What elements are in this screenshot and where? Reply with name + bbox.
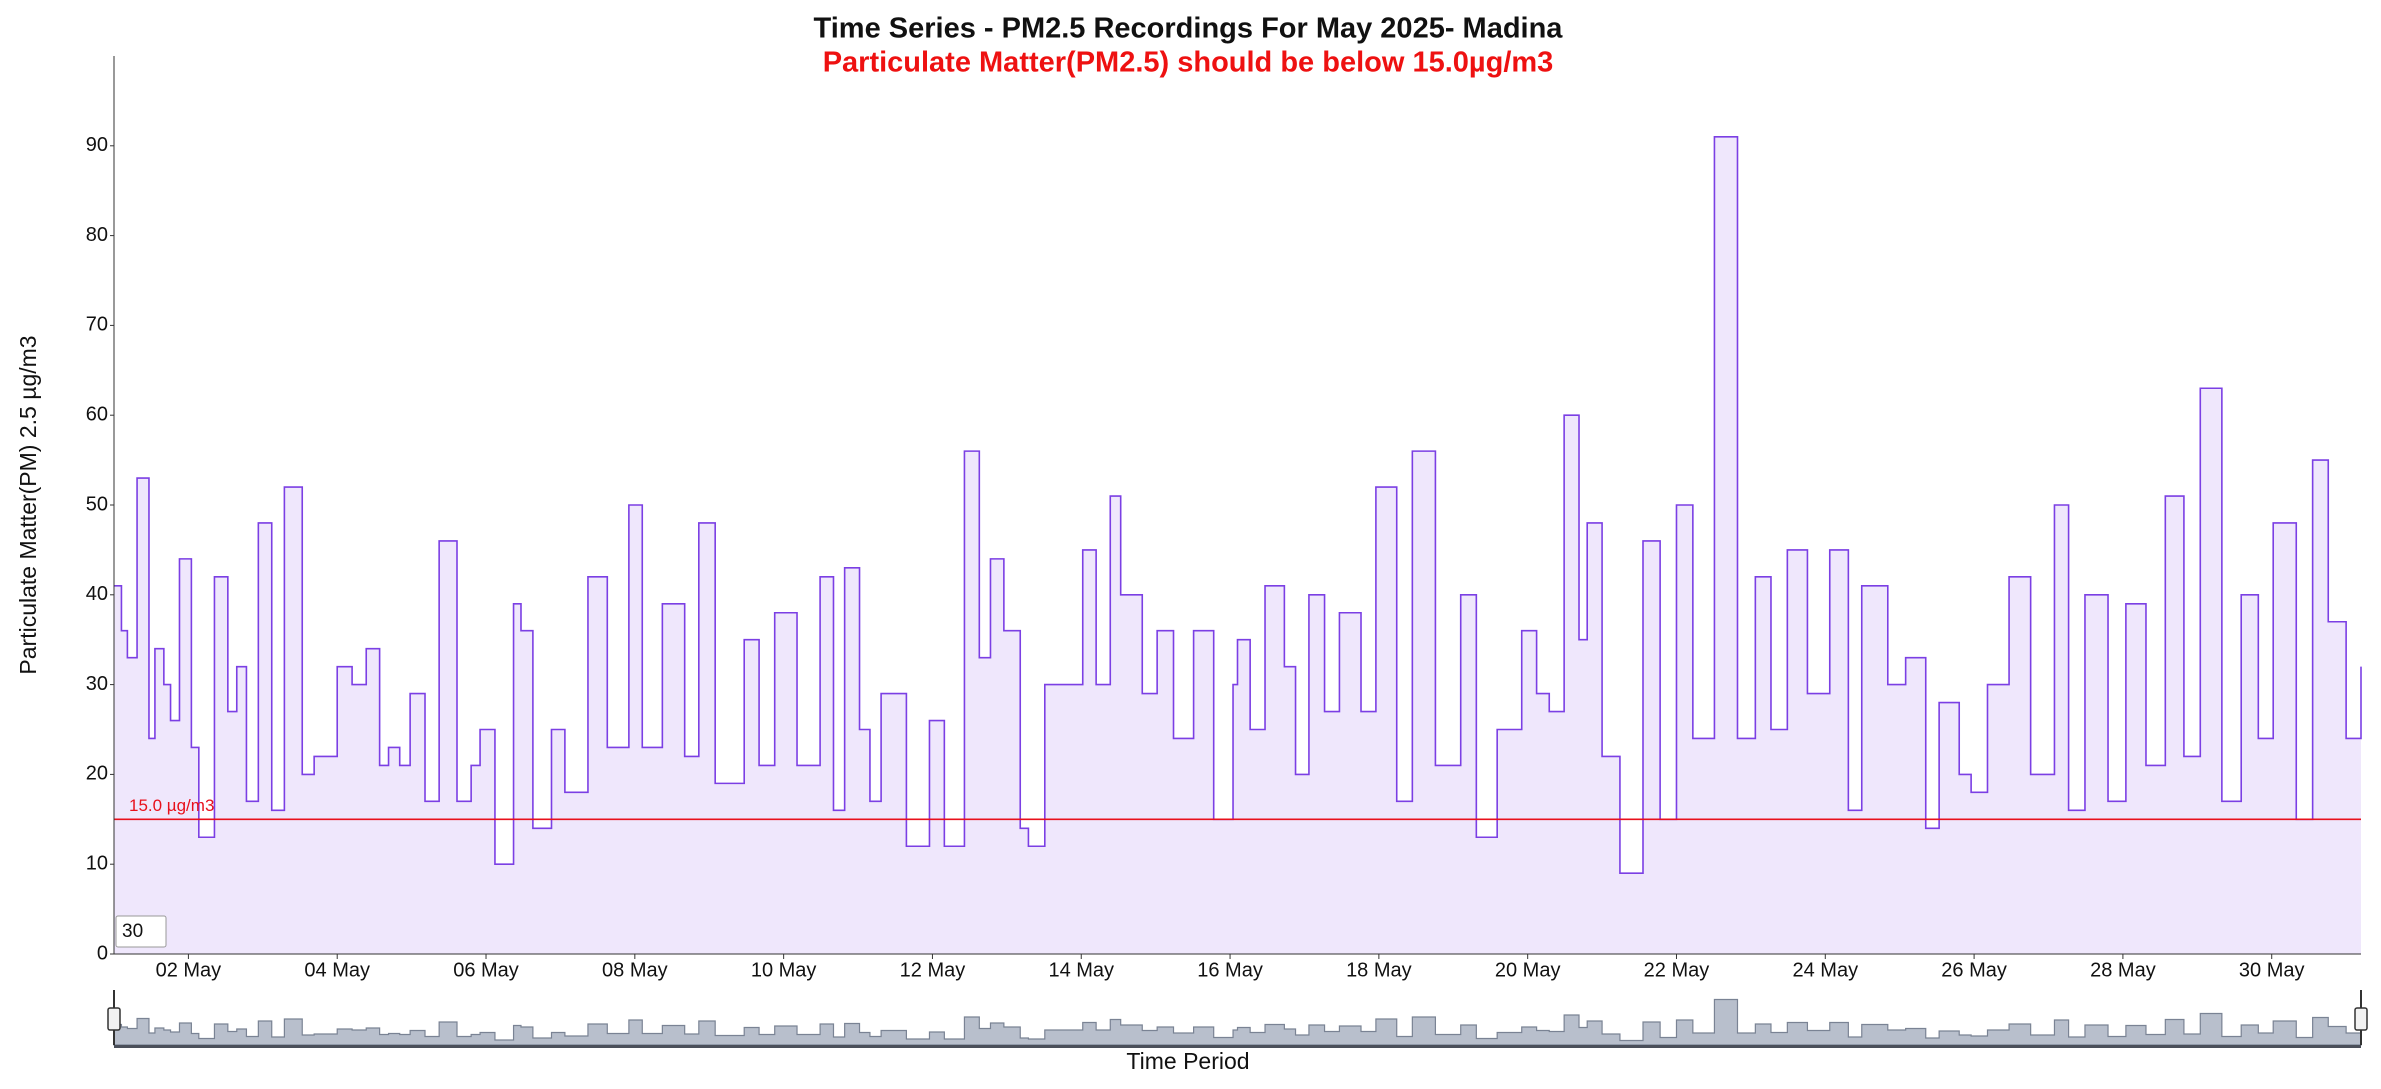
window-input-value: 30 — [122, 921, 143, 942]
y-axis-label: Particulate Matter(PM) 2.5 µg/m3 — [15, 335, 41, 674]
x-tick-label: 06 May — [453, 959, 519, 981]
area — [114, 136, 2361, 954]
x-tick-label: 14 May — [1048, 959, 1114, 981]
navigator-base — [114, 1045, 2361, 1048]
navigator-area — [113, 998, 2362, 1046]
x-tick-label: 08 May — [602, 959, 668, 981]
y-tick-label: 70 — [86, 314, 108, 336]
chart-subtitle: Particulate Matter(PM2.5) should be belo… — [823, 47, 1554, 79]
x-tick-label: 26 May — [1941, 959, 2007, 981]
y-tick-label: 80 — [86, 224, 108, 246]
x-tick-label: 10 May — [751, 959, 817, 981]
x-tick-label: 24 May — [1792, 959, 1858, 981]
threshold-label: 15.0 µg/m3 — [129, 796, 214, 815]
x-tick-label: 28 May — [2090, 959, 2156, 981]
y-tick-label: 60 — [86, 403, 108, 425]
y-tick-label: 50 — [86, 493, 108, 515]
x-axis-label: Time Period — [1126, 1048, 1249, 1074]
y-tick-label: 30 — [86, 673, 108, 695]
x-tick-label: 16 May — [1197, 959, 1263, 981]
x-tick-label: 02 May — [156, 959, 222, 981]
y-tick-label: 10 — [86, 852, 108, 874]
x-tick-label: 18 May — [1346, 959, 1412, 981]
y-tick-label: 90 — [86, 134, 108, 156]
chart-title: Time Series - PM2.5 Recordings For May 2… — [814, 13, 1564, 45]
y-tick-label: 40 — [86, 583, 108, 605]
window-input-box[interactable] — [115, 915, 167, 948]
x-tick-label: 30 May — [2239, 959, 2305, 981]
x-tick-label: 04 May — [304, 959, 370, 981]
x-tick-label: 22 May — [1644, 959, 1710, 981]
navigator-left-handle[interactable] — [107, 1007, 121, 1031]
y-tick-label: 0 — [97, 942, 108, 964]
line — [114, 136, 2362, 874]
x-tick-label: 20 May — [1495, 959, 1561, 981]
x-tick-label: 12 May — [900, 959, 966, 981]
y-tick-label: 20 — [86, 763, 108, 785]
navigator-right-handle[interactable] — [2354, 1007, 2368, 1031]
